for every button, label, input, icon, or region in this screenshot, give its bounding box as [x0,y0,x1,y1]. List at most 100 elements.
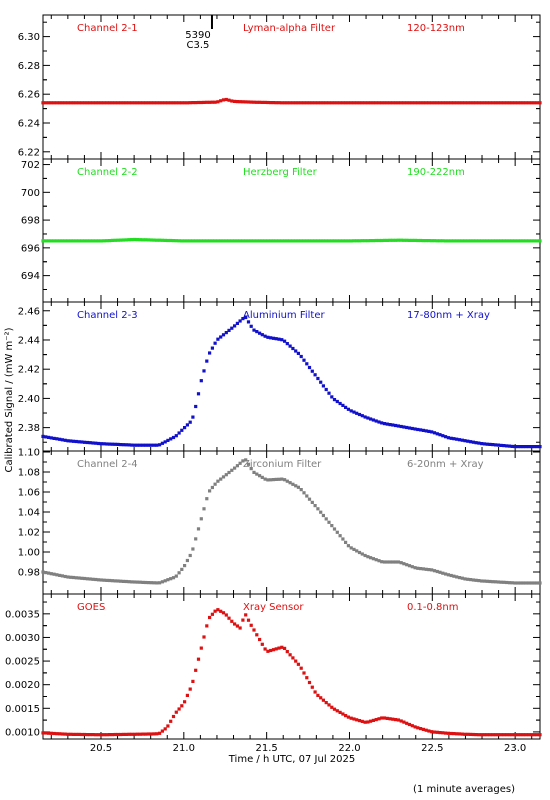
data-point [530,101,534,105]
data-point [324,517,328,521]
data-point [446,101,450,105]
data-point [183,426,187,430]
panel-band-label: 17-80nm + Xray [407,310,490,321]
data-point [430,101,434,105]
data-point [310,369,314,373]
data-point [349,101,353,105]
data-point [385,422,389,426]
data-point [102,442,106,446]
data-point [516,445,520,449]
data-point [130,101,134,105]
data-point [388,238,392,242]
data-point [149,238,153,242]
data-point [244,613,248,617]
data-point [321,239,325,243]
data-point [271,336,276,340]
data-point [110,238,114,242]
data-point [388,423,392,427]
data-point [77,101,81,105]
data-point [419,238,423,243]
data-point [294,659,298,663]
data-series [41,608,542,737]
data-point [52,101,56,105]
data-point [335,530,339,534]
data-point [416,427,420,432]
data-point [163,579,167,583]
data-point [160,238,164,242]
data-point [421,567,425,571]
data-point [396,424,400,428]
data-point [413,725,417,729]
data-point [413,427,417,431]
data-point [199,379,203,383]
data-point [96,578,101,582]
data-point [108,101,112,105]
data-point [94,577,98,582]
data-point [266,335,270,339]
data-point [402,425,406,429]
data-point [271,648,276,652]
data-point [235,464,239,468]
data-point [244,458,248,462]
data-point [327,520,331,524]
data-point [144,238,148,242]
data-point [66,101,70,105]
data-point [491,101,495,105]
data-point [44,239,48,243]
panel-filter-label: Xray Sensor [243,602,304,613]
data-point [246,462,251,466]
data-point [363,553,367,558]
data-point [449,436,453,440]
y-tick-label: 0.0025 [5,657,40,668]
data-point [499,733,503,737]
y-axis-title: Calibrated Signal / (mW m⁻²) [4,327,15,472]
data-point [402,720,406,724]
data-point [369,239,373,243]
data-point [316,693,320,697]
data-point [444,101,448,105]
data-point [83,239,87,243]
data-point [144,443,148,447]
data-point [180,428,184,432]
data-point [160,729,164,733]
panel-frame [42,593,541,740]
data-series [41,97,542,105]
data-point [183,239,187,243]
y-tick-label: 1.02 [18,528,40,539]
data-point [63,239,67,243]
data-point [355,549,359,553]
data-point [324,239,328,243]
data-point [457,732,462,736]
data-point [113,579,117,583]
data-point [405,563,409,567]
data-point [399,719,403,723]
data-point [191,101,195,105]
data-point [510,733,514,737]
data-point [210,346,214,350]
data-point [71,439,76,443]
data-point [227,616,231,620]
data-point [371,101,375,105]
data-point [355,718,359,722]
data-point [435,432,439,436]
data-point [71,575,76,580]
data-point [530,581,534,585]
data-point [258,331,262,335]
data-point [194,239,198,243]
data-point [183,101,187,105]
data-point [446,239,450,243]
data-point [369,719,373,723]
data-point [88,101,92,105]
footnote: (1 minute averages) [413,784,515,795]
data-point [338,710,342,714]
data-point [266,239,270,243]
data-point [58,732,62,736]
data-point [521,581,525,585]
data-point [91,101,95,105]
data-point [96,101,101,105]
data-point [402,238,406,242]
panel-1: 6.22 6.24 6.26 6.28 6.30 Channel 2-1 Lyman-alp… [18,14,542,160]
data-point [357,719,362,723]
data-point [513,101,517,105]
data-point [291,239,295,243]
